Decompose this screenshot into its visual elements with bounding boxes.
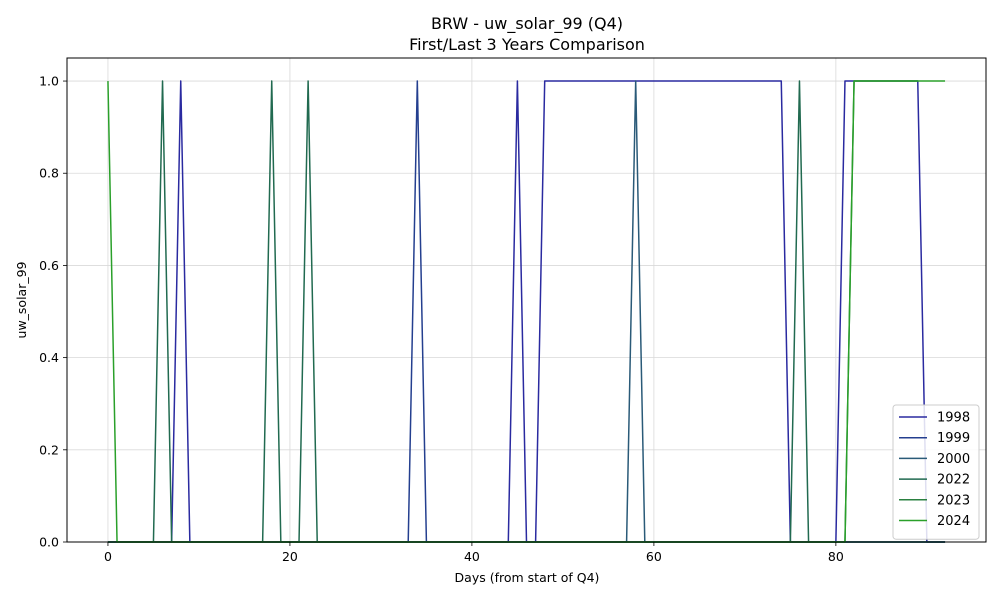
- y-ticks: 0.0 0.2 0.4 0.6 0.8 1.0: [39, 74, 67, 550]
- legend-label: 2023: [937, 493, 970, 508]
- grid: [67, 58, 986, 543]
- chart-title: BRW - uw_solar_99 (Q4): [431, 14, 623, 34]
- x-axis-label: Days (from start of Q4): [455, 570, 600, 585]
- x-tick-label: 60: [646, 549, 662, 564]
- plot-frame: [66, 57, 987, 543]
- series-line-1999: [107, 80, 946, 543]
- x-ticks: 0 20 40 60 80: [104, 542, 844, 564]
- y-tick-label: 0.4: [39, 350, 59, 365]
- y-tick-label: 0.2: [39, 442, 59, 457]
- y-tick-label: 0.8: [39, 166, 59, 181]
- series-line-1998: [107, 80, 946, 543]
- series-layer: [107, 80, 946, 543]
- series-line-2022: [107, 80, 946, 543]
- legend-label: 2022: [937, 473, 970, 488]
- series-line-2024: [107, 80, 946, 543]
- x-tick-label: 20: [282, 549, 298, 564]
- chart-subtitle: First/Last 3 Years Comparison: [409, 35, 645, 54]
- legend: 1998 1999 2000 2022 2023 2024: [892, 404, 980, 540]
- y-tick-label: 0.0: [39, 535, 59, 550]
- y-tick-label: 1.0: [39, 74, 59, 89]
- legend-label: 1998: [937, 411, 970, 426]
- x-tick-label: 0: [104, 549, 112, 564]
- legend-label: 1999: [937, 431, 970, 446]
- y-axis-label: uw_solar_99: [14, 261, 29, 338]
- x-tick-label: 40: [464, 549, 480, 564]
- y-tick-label: 0.6: [39, 258, 59, 273]
- series-line-2000: [107, 80, 946, 543]
- legend-label: 2000: [937, 452, 970, 467]
- legend-box: [892, 404, 980, 540]
- x-tick-label: 80: [828, 549, 844, 564]
- legend-label: 2024: [937, 514, 970, 529]
